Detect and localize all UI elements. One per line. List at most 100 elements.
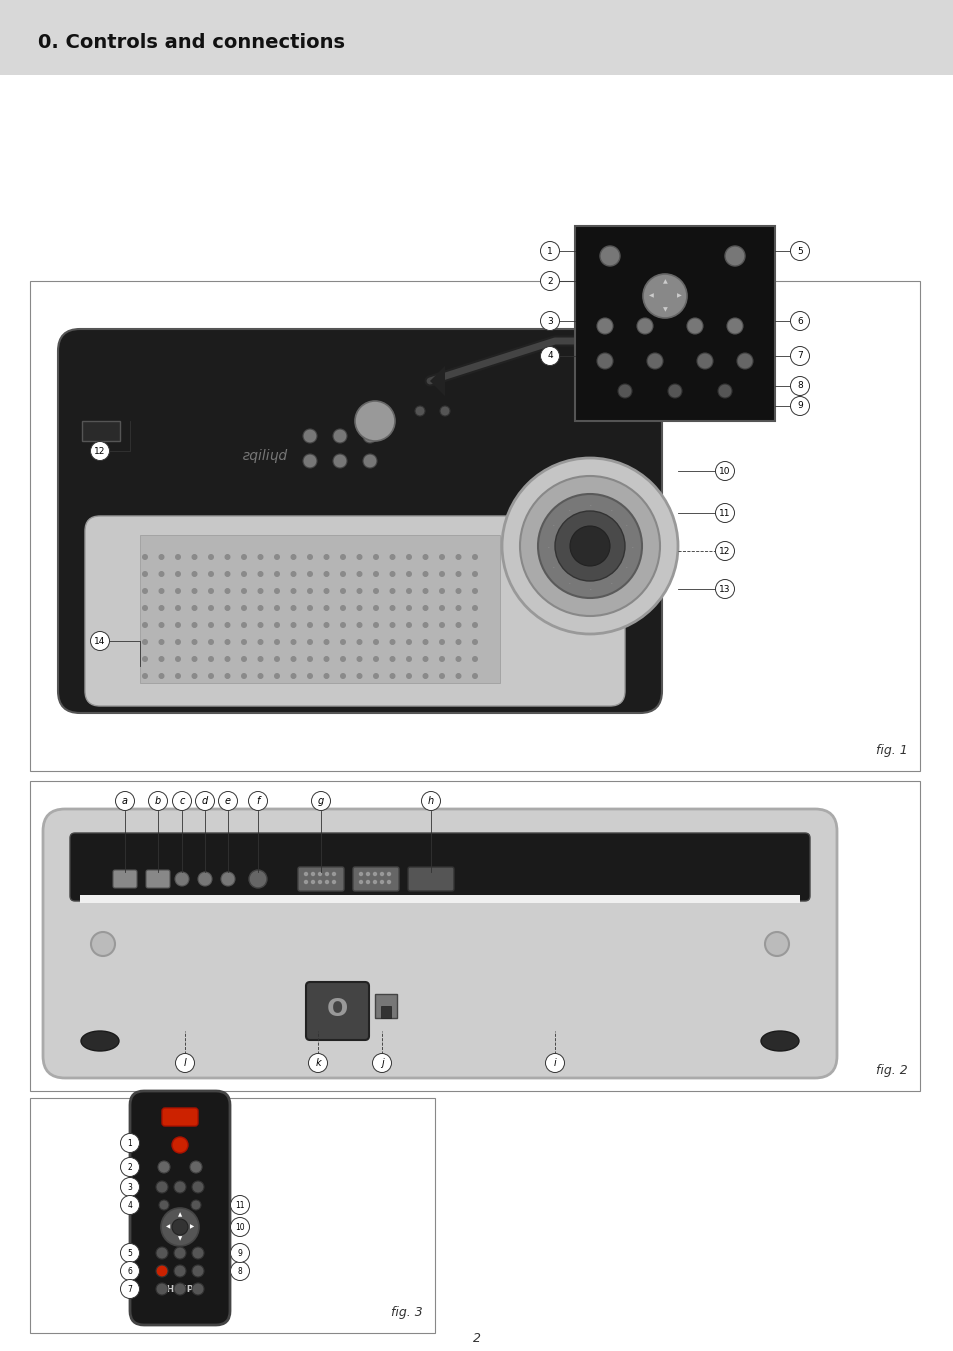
Text: 2: 2 <box>473 1332 480 1346</box>
Circle shape <box>120 1158 139 1177</box>
Circle shape <box>545 1054 564 1073</box>
FancyBboxPatch shape <box>70 834 809 901</box>
Circle shape <box>308 623 312 627</box>
Text: 14: 14 <box>94 636 106 646</box>
Circle shape <box>115 792 134 811</box>
Text: fig. 3: fig. 3 <box>391 1306 422 1319</box>
Text: j: j <box>380 1058 383 1069</box>
Circle shape <box>241 640 246 644</box>
Circle shape <box>172 1138 188 1152</box>
Bar <box>380 1006 391 1019</box>
Text: d: d <box>202 796 208 807</box>
Circle shape <box>291 640 295 644</box>
Text: .: . <box>552 523 554 527</box>
Text: ▲: ▲ <box>662 280 667 285</box>
Circle shape <box>175 674 180 678</box>
Circle shape <box>172 792 192 811</box>
Circle shape <box>172 1219 188 1235</box>
Circle shape <box>423 657 427 661</box>
Circle shape <box>161 1208 199 1246</box>
Text: .: . <box>589 501 590 507</box>
Circle shape <box>501 458 678 634</box>
Circle shape <box>312 792 330 811</box>
Circle shape <box>718 384 731 399</box>
Circle shape <box>374 623 378 627</box>
Circle shape <box>618 384 631 399</box>
Circle shape <box>324 571 329 577</box>
Circle shape <box>790 346 809 366</box>
Circle shape <box>472 623 476 627</box>
Circle shape <box>291 674 295 678</box>
Circle shape <box>439 589 444 593</box>
Circle shape <box>540 272 558 290</box>
Circle shape <box>790 377 809 396</box>
Circle shape <box>764 932 788 957</box>
Text: ▼: ▼ <box>177 1236 182 1242</box>
FancyBboxPatch shape <box>30 281 919 771</box>
Circle shape <box>303 454 316 467</box>
Text: 1: 1 <box>128 1139 132 1147</box>
Bar <box>82 422 120 440</box>
Circle shape <box>325 873 328 875</box>
Circle shape <box>380 873 383 875</box>
Circle shape <box>209 605 213 611</box>
Circle shape <box>221 871 234 886</box>
Circle shape <box>231 1262 250 1281</box>
Circle shape <box>258 640 262 644</box>
Text: 2: 2 <box>547 277 552 285</box>
Circle shape <box>191 1200 201 1210</box>
Circle shape <box>390 657 395 661</box>
Circle shape <box>456 657 460 661</box>
Text: .: . <box>547 543 548 549</box>
Circle shape <box>356 605 361 611</box>
Ellipse shape <box>81 1031 119 1051</box>
Circle shape <box>472 640 476 644</box>
Circle shape <box>241 605 246 611</box>
Text: .: . <box>589 585 590 590</box>
Circle shape <box>274 605 279 611</box>
Text: .: . <box>568 507 569 512</box>
Circle shape <box>291 555 295 559</box>
Circle shape <box>225 640 230 644</box>
Circle shape <box>540 346 558 366</box>
Circle shape <box>120 1279 139 1298</box>
Circle shape <box>324 623 329 627</box>
Circle shape <box>333 454 347 467</box>
Circle shape <box>355 401 395 440</box>
Circle shape <box>697 353 712 369</box>
Circle shape <box>308 674 312 678</box>
Text: 1: 1 <box>547 246 553 255</box>
Circle shape <box>308 605 312 611</box>
Circle shape <box>423 605 427 611</box>
Circle shape <box>258 589 262 593</box>
Circle shape <box>374 881 376 884</box>
Circle shape <box>439 640 444 644</box>
Circle shape <box>356 623 361 627</box>
Circle shape <box>192 605 196 611</box>
Text: ◀: ◀ <box>166 1224 170 1229</box>
Circle shape <box>406 605 411 611</box>
Circle shape <box>304 881 307 884</box>
Circle shape <box>597 317 613 334</box>
Circle shape <box>258 571 262 577</box>
Circle shape <box>143 657 147 661</box>
Circle shape <box>637 317 652 334</box>
Circle shape <box>519 476 659 616</box>
Circle shape <box>374 605 378 611</box>
Circle shape <box>456 623 460 627</box>
Circle shape <box>406 640 411 644</box>
Text: ▼: ▼ <box>662 308 667 312</box>
Circle shape <box>597 353 613 369</box>
Circle shape <box>308 589 312 593</box>
Circle shape <box>724 246 744 266</box>
Text: i: i <box>553 1058 556 1069</box>
Circle shape <box>374 640 378 644</box>
Circle shape <box>159 657 164 661</box>
Circle shape <box>91 932 115 957</box>
Text: ▶: ▶ <box>190 1224 193 1229</box>
Circle shape <box>366 873 369 875</box>
Text: 8: 8 <box>797 381 802 390</box>
Circle shape <box>143 605 147 611</box>
Text: 13: 13 <box>719 585 730 593</box>
Circle shape <box>143 555 147 559</box>
